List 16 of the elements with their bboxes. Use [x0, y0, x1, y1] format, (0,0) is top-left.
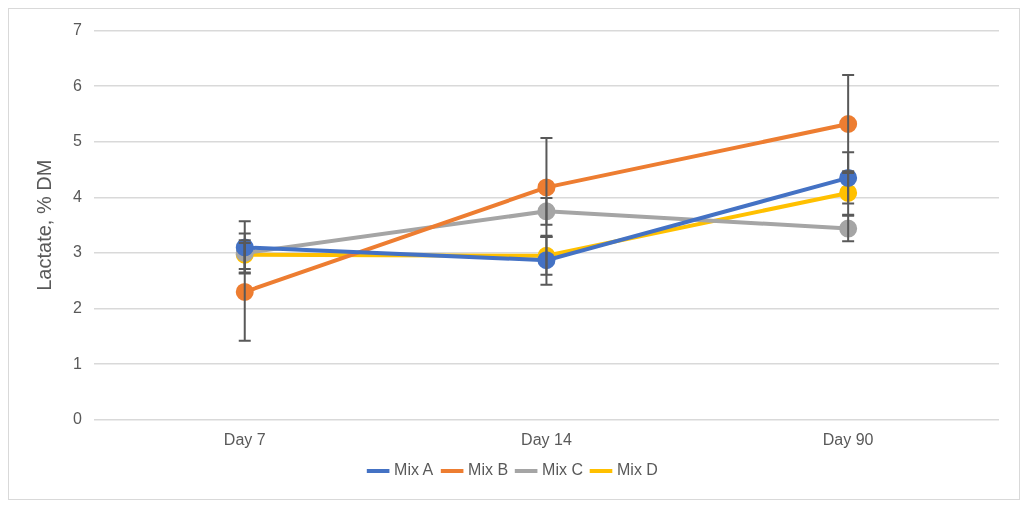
x-tick-label: Day 14: [521, 430, 572, 448]
y-tick-label: 0: [72, 410, 82, 428]
y-tick-label: 5: [72, 132, 82, 150]
legend-label: Mix B: [468, 461, 509, 479]
y-tick-label: 6: [72, 76, 82, 94]
y-tick-label: 1: [72, 354, 82, 372]
y-tick-label: 3: [72, 243, 82, 261]
y-axis-title: Lactate, % DM: [32, 159, 55, 291]
y-tick-label: 2: [72, 299, 82, 317]
x-tick-label: Day 7: [223, 430, 266, 448]
legend-label: Mix A: [394, 461, 434, 479]
legend-label: Mix C: [542, 461, 584, 479]
y-tick-label: 4: [72, 187, 82, 205]
y-tick-label: 7: [72, 21, 82, 39]
legend-label: Mix D: [617, 461, 658, 479]
x-tick-label: Day 90: [822, 430, 874, 448]
